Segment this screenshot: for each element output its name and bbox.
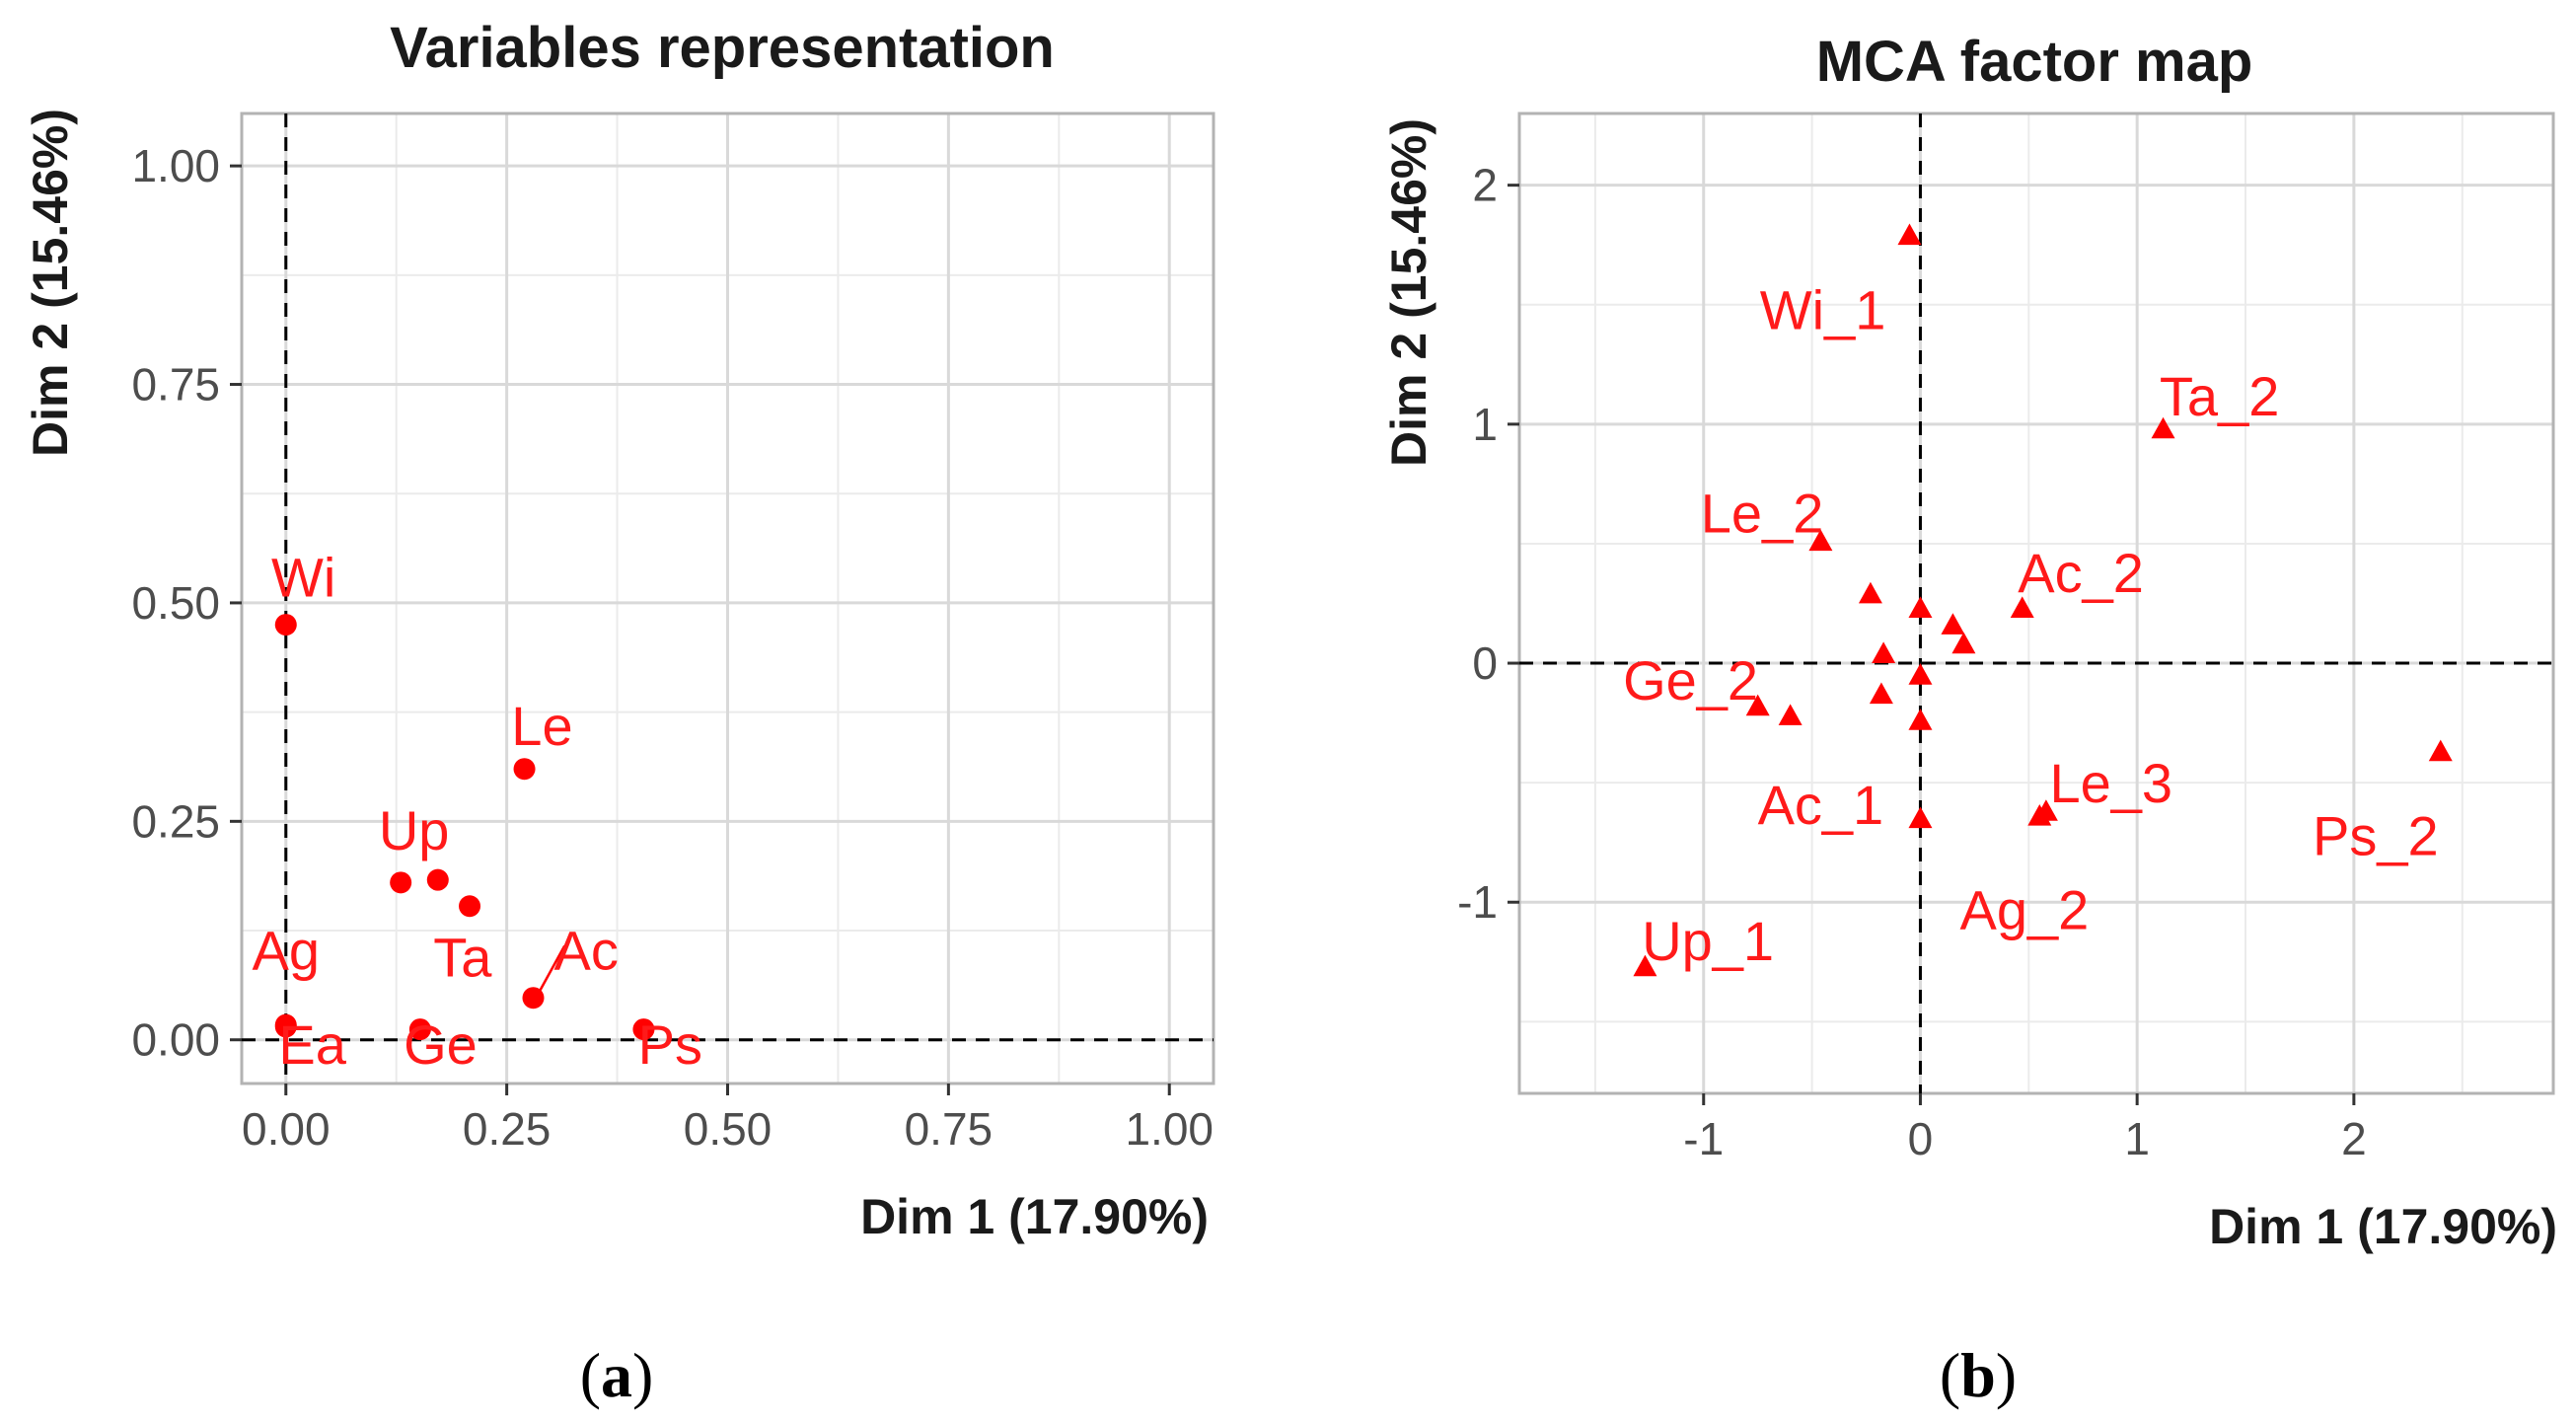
data-point — [2428, 739, 2453, 762]
data-point — [1951, 632, 1976, 654]
point-label: Le_2 — [1701, 482, 1824, 544]
point-label: Wi_1 — [1760, 279, 1886, 341]
y-tick-label-b: -1 — [1457, 876, 1498, 928]
point-label: Ac_1 — [1758, 774, 1884, 836]
x-tick-label-b: 1 — [2124, 1113, 2150, 1164]
data-point — [274, 614, 297, 636]
y-axis-label-a: Dim 2 (15.46%) — [23, 109, 78, 457]
data-point — [632, 1018, 655, 1041]
panel-variables-representation: Variables representation 0.00 0.25 0.50 0.7… — [23, 16, 1215, 1244]
chart-title-a: Variables representation — [390, 16, 1055, 80]
data-point — [1858, 581, 1882, 604]
point-label: Ge — [404, 1013, 478, 1076]
data-point — [2027, 804, 2052, 826]
y-tick-label-a: 0.75 — [131, 359, 220, 411]
data-point — [1745, 694, 1770, 716]
data-point — [1908, 663, 1933, 685]
y-tick-label-a: 0.25 — [131, 795, 220, 847]
x-tick-label-b: -1 — [1683, 1113, 1724, 1164]
data-point — [2151, 416, 2175, 439]
caption-b: (b) — [1940, 1340, 2017, 1410]
y-axis-label-b: Dim 2 (15.46%) — [1381, 118, 1436, 467]
y-tick-label-b: 2 — [1472, 160, 1498, 211]
data-point — [426, 868, 449, 891]
point-label: Ps_2 — [2313, 804, 2439, 866]
x-tick-label-a: 0.00 — [242, 1103, 331, 1155]
chart-title-b: MCA factor map — [1816, 30, 2253, 94]
point-label: Up — [379, 799, 450, 861]
y-tick-label-a: 1.00 — [131, 140, 220, 191]
data-point — [1872, 641, 1896, 663]
data-point — [390, 871, 412, 894]
x-tick-label-b: 2 — [2341, 1113, 2367, 1164]
data-point — [1808, 529, 1833, 552]
point-label: Ta_2 — [2160, 365, 2279, 427]
data-point — [1897, 223, 1922, 246]
x-axis-label-a: Dim 1 (17.90%) — [860, 1189, 1209, 1244]
x-tick-label-a: 0.25 — [463, 1103, 552, 1155]
point-label: Ac — [554, 920, 619, 982]
point-label: Ag — [253, 920, 321, 982]
data-point — [1908, 709, 1933, 730]
data-point — [1869, 682, 1893, 705]
data-point — [1908, 806, 1933, 829]
data-point — [459, 895, 481, 918]
point-label: Ag_2 — [1960, 879, 2090, 941]
point-label: Up_1 — [1642, 910, 1774, 972]
point-label: Le — [511, 695, 572, 757]
data-point — [2010, 596, 2034, 618]
y-tick-label-a: 0.00 — [131, 1014, 220, 1066]
data-point — [522, 987, 545, 1010]
panel-mca-factor-map: MCA factor map -1 0 1 2 -1 0 1 2 Wi_1 Ta_2 Le_2 Ac… — [1381, 30, 2557, 1254]
x-axis-label-b: Dim 1 (17.90%) — [2209, 1199, 2557, 1254]
data-point — [1908, 596, 1933, 618]
y-tick-label-a: 0.50 — [131, 577, 220, 629]
y-tick-label-b: 1 — [1472, 399, 1498, 450]
y-tick-label-b: 0 — [1472, 637, 1498, 689]
x-tick-label-b: 0 — [1908, 1113, 1934, 1164]
data-point — [1633, 954, 1657, 977]
point-label: Wi — [271, 546, 335, 608]
caption-a: (a) — [580, 1340, 654, 1410]
x-tick-label-a: 0.75 — [905, 1103, 994, 1155]
plot-area-b — [1519, 113, 2553, 1093]
point-label: Le_3 — [2050, 752, 2173, 814]
point-label: Ea — [278, 1013, 346, 1076]
data-point — [1778, 704, 1803, 725]
data-point — [1941, 613, 1965, 635]
plot-border-b — [1517, 112, 2555, 1095]
data-point — [408, 1018, 431, 1041]
point-label: Ps — [638, 1013, 702, 1076]
label-leader-line — [538, 944, 566, 993]
caption-b-letter: b — [1960, 1340, 1996, 1410]
x-tick-label-a: 0.50 — [684, 1103, 773, 1155]
point-label: Ac_2 — [2018, 542, 2144, 604]
point-label: Ge_2 — [1623, 649, 1758, 711]
point-label: Ta — [433, 927, 492, 989]
x-tick-label-a: 1.00 — [1125, 1103, 1214, 1155]
data-point — [274, 1015, 297, 1038]
caption-a-letter: a — [601, 1340, 632, 1410]
data-point — [513, 758, 536, 781]
